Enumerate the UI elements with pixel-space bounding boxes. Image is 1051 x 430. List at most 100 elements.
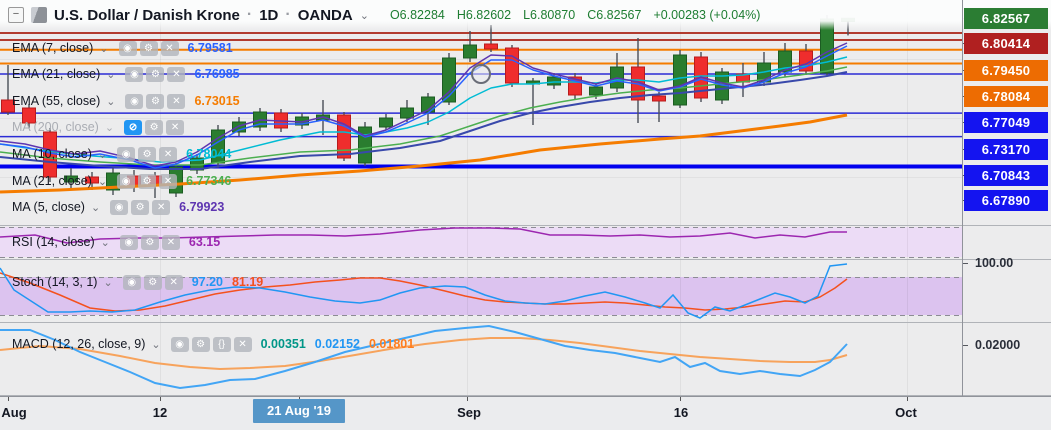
chevron-down-icon[interactable]: ⌄ — [97, 175, 108, 188]
gear-icon[interactable]: ⚙ — [140, 234, 159, 250]
eye-icon[interactable]: ◉ — [125, 66, 144, 82]
source-code-icon[interactable]: {} — [212, 336, 231, 352]
close-value: C6.82567 — [587, 8, 642, 22]
indicator-label[interactable]: MACD (12, 26, close, 9) — [12, 337, 146, 351]
indicator-controls: ◉ ⚙ ✕ — [110, 199, 171, 215]
indicator-label[interactable]: EMA (21, close) — [12, 67, 101, 81]
close-icon[interactable]: ✕ — [152, 199, 171, 215]
eye-icon[interactable]: ◉ — [119, 234, 138, 250]
chevron-down-icon[interactable]: ⌄ — [97, 148, 108, 161]
candle-body — [85, 176, 99, 184]
indicator-controls: ◉ ⚙ ✕ — [122, 274, 183, 290]
close-icon[interactable]: ✕ — [164, 274, 183, 290]
gear-icon[interactable]: ⚙ — [146, 93, 165, 109]
candle-body — [463, 44, 477, 59]
close-icon[interactable]: ✕ — [167, 93, 186, 109]
time-label: 12 — [152, 405, 168, 420]
chevron-down-icon[interactable]: ⌄ — [359, 9, 369, 22]
chevron-down-icon[interactable]: ⌄ — [100, 236, 110, 249]
chevron-down-icon[interactable]: ⌄ — [103, 276, 113, 289]
price-badge: 6.79450 — [964, 59, 1048, 81]
indicator-controls: ◉ ⚙ ✕ — [118, 40, 179, 56]
indicator-value: 97.20 — [191, 275, 223, 289]
eye-icon[interactable]: ◉ — [122, 274, 141, 290]
gear-icon[interactable]: ⚙ — [131, 199, 150, 215]
indicator-label[interactable]: MA (21, close) — [12, 174, 92, 188]
rsi-band — [0, 227, 962, 257]
gear-icon[interactable]: ⚙ — [146, 66, 165, 82]
indicator-row: EMA (21, close) ⌄ ◉ ⚙ ✕ 6.76985 — [12, 65, 240, 83]
candle-body — [673, 54, 687, 106]
close-icon[interactable]: ✕ — [167, 66, 186, 82]
time-label: Sep — [457, 405, 481, 420]
candle-body — [547, 76, 561, 86]
indicator-value: 0.01801 — [368, 337, 415, 351]
eye-off-icon[interactable]: ⊘ — [124, 119, 143, 135]
symbol-title[interactable]: U.S. Dollar / Danish Krone — [54, 6, 240, 24]
macd-signal-line — [0, 337, 848, 371]
time-axis[interactable]: Aug 12 Sep 16 Oct 21 Aug '19 — [0, 396, 1051, 430]
gear-icon[interactable]: ⚙ — [145, 119, 164, 135]
chevron-down-icon[interactable]: ⌄ — [106, 68, 116, 81]
ma-line — [0, 42, 848, 167]
eye-icon[interactable]: ◉ — [125, 93, 144, 109]
indicator-row: Stoch (14, 3, 1) ⌄ ◉ ⚙ ✕ 97.20 81.19 — [12, 273, 263, 291]
eye-icon[interactable]: ◉ — [170, 336, 189, 352]
indicator-label[interactable]: RSI (14, close) — [12, 235, 95, 249]
candle-body — [232, 121, 246, 133]
ma-line — [0, 56, 848, 163]
timeframe-label[interactable]: 1D — [259, 6, 279, 24]
candle-body — [337, 114, 351, 159]
chevron-down-icon[interactable]: ⌄ — [99, 42, 109, 55]
indicator-value: 6.73015 — [194, 94, 240, 108]
candle-body — [484, 43, 498, 50]
gear-icon[interactable]: ⚙ — [138, 173, 157, 189]
time-tick — [907, 397, 908, 401]
chevron-down-icon[interactable]: ⌄ — [151, 338, 161, 351]
candle-body — [64, 175, 78, 183]
candle-body — [400, 107, 414, 119]
close-icon[interactable]: ✕ — [160, 40, 179, 56]
indicator-controls: ◉ ⚙ ✕ — [117, 173, 178, 189]
exchange-label[interactable]: OANDA — [297, 6, 353, 24]
indicator-row: MACD (12, 26, close, 9) ⌄ ◉ ⚙{} ✕ 0.00351 0.02… — [12, 335, 414, 353]
eye-icon[interactable]: ◉ — [117, 146, 136, 162]
indicator-row: EMA (55, close) ⌄ ◉ ⚙ ✕ 6.73015 — [12, 92, 240, 110]
indicator-label[interactable]: MA (10, close) — [12, 147, 92, 161]
close-icon[interactable]: ✕ — [159, 173, 178, 189]
candle-body — [442, 57, 456, 103]
indicator-value: 63.15 — [188, 235, 221, 249]
gear-icon[interactable]: ⚙ — [191, 336, 210, 352]
close-icon[interactable]: ✕ — [166, 119, 185, 135]
eye-icon[interactable]: ◉ — [117, 173, 136, 189]
gear-icon[interactable]: ⚙ — [138, 146, 157, 162]
gear-icon[interactable]: ⚙ — [139, 40, 158, 56]
close-icon[interactable]: ✕ — [233, 336, 252, 352]
chevron-down-icon[interactable]: ⌄ — [106, 95, 116, 108]
high-value: H6.82602 — [456, 8, 512, 22]
candle-body — [778, 50, 792, 73]
eye-icon[interactable]: ◉ — [110, 199, 129, 215]
indicator-value: 6.79923 — [179, 200, 225, 214]
eye-icon[interactable]: ◉ — [118, 40, 137, 56]
circle-marker — [471, 64, 491, 84]
indicator-label[interactable]: EMA (7, close) — [12, 41, 94, 55]
gear-icon[interactable]: ⚙ — [143, 274, 162, 290]
time-label: Aug — [1, 405, 27, 420]
chevron-down-icon[interactable]: ⌄ — [104, 121, 115, 134]
price-axis[interactable]: 6.82567 6.80414 6.79450 6.78084 6.77049 6.731… — [962, 0, 1051, 396]
indicator-label[interactable]: MA (200, close) — [12, 120, 99, 134]
indicator-value: 6.77346 — [186, 174, 232, 188]
chevron-down-icon[interactable]: ⌄ — [90, 201, 101, 214]
indicator-controls: ◉ ⚙ ✕ — [119, 234, 180, 250]
indicator-label[interactable]: EMA (55, close) — [12, 94, 101, 108]
time-tick — [160, 397, 161, 401]
collapse-icon[interactable]: − — [8, 7, 24, 23]
close-icon[interactable]: ✕ — [159, 146, 178, 162]
close-icon[interactable]: ✕ — [161, 234, 180, 250]
indicator-label[interactable]: Stoch (14, 3, 1) — [12, 275, 98, 289]
candle-body — [841, 17, 855, 22]
indicator-label[interactable]: MA (5, close) — [12, 200, 85, 214]
